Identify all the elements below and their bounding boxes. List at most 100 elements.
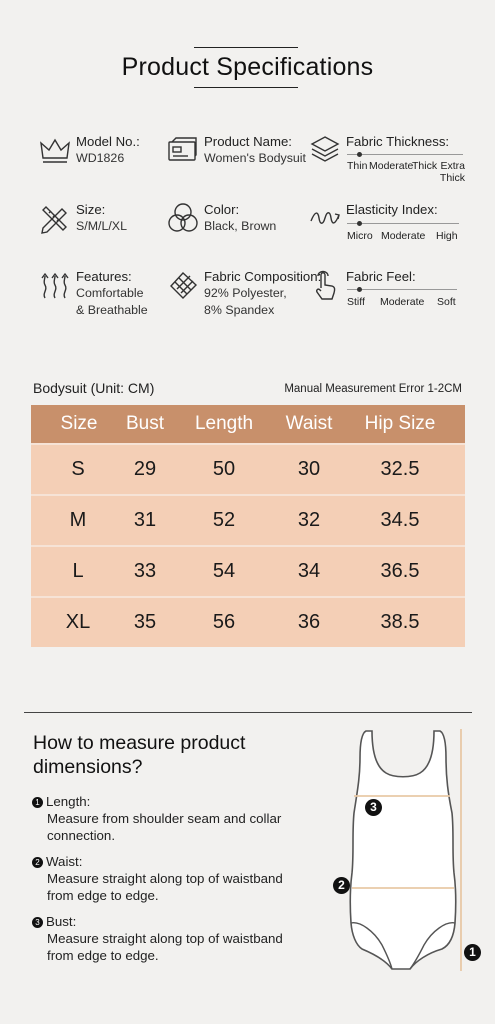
- cell-bust: 33: [133, 560, 157, 582]
- fabric-swatch-icon: [166, 268, 200, 302]
- spec-size-label: Size:: [76, 202, 106, 217]
- thickness-scale-extra-thick: Extra Thick: [439, 160, 465, 184]
- col-header-size: Size: [60, 413, 98, 434]
- step-number: 1: [32, 797, 43, 808]
- bodysuit-outline: [349, 729, 462, 971]
- step-description: Measure from shoulder seam and collar co…: [47, 811, 282, 843]
- step-label: Waist:: [46, 854, 83, 869]
- elasticity-level-dot: [357, 221, 362, 226]
- layers-icon: [308, 133, 342, 167]
- badge-waist: 2: [333, 877, 350, 894]
- spec-composition-label: Fabric Composition:: [204, 269, 322, 284]
- cell-length: 56: [212, 611, 236, 633]
- cell-bust: 29: [133, 458, 157, 480]
- badge-bust: 3: [365, 799, 382, 816]
- col-header-bust: Bust: [125, 413, 165, 434]
- thickness-scale-thick: Thick: [412, 160, 438, 172]
- spec-features-value-1: Comfortable: [76, 286, 144, 300]
- crown-icon: [38, 133, 72, 167]
- badge-length: 1: [464, 944, 481, 961]
- table-row: XL 35 56 36 38.5: [31, 596, 465, 647]
- cell-waist: 36: [297, 611, 321, 633]
- spec-features-value-2: & Breathable: [76, 303, 148, 317]
- spec-name-value: Women's Bodysuit: [204, 151, 306, 165]
- cell-size: XL: [65, 611, 91, 633]
- step-label: Bust:: [46, 914, 77, 929]
- cell-hip-size: 38.5: [380, 611, 420, 633]
- card-icon: [166, 133, 200, 167]
- size-table-header: Size Bust Length Waist Hip Size: [31, 405, 465, 443]
- spec-features-label: Features:: [76, 269, 132, 284]
- table-row: L 33 54 34 36.5: [31, 545, 465, 596]
- cell-hip-size: 34.5: [380, 509, 420, 531]
- color-circles-icon: [166, 201, 200, 235]
- spec-model: Model No.: WD1826: [38, 133, 140, 167]
- size-table-caption: Bodysuit (Unit: CM): [33, 380, 155, 396]
- title-rule-top: [194, 47, 298, 48]
- spec-color-label: Color:: [204, 202, 240, 217]
- col-header-waist: Waist: [285, 413, 333, 434]
- feel-scale-soft: Soft: [437, 296, 456, 308]
- size-table-note: Manual Measurement Error 1-2CM: [284, 383, 462, 395]
- elasticity-scale-micro: Micro: [347, 230, 373, 242]
- cell-length: 50: [212, 458, 236, 480]
- page-title: Product Specifications: [121, 53, 374, 81]
- measure-step-length: 1 Length: Measure from shoulder seam and …: [32, 793, 307, 844]
- thickness-level-dot: [357, 152, 362, 157]
- spec-features: Features: Comfortable & Breathable: [38, 268, 148, 319]
- col-header-hip-size: Hip Size: [364, 413, 436, 434]
- feel-track: [347, 289, 457, 290]
- step-label: Length:: [46, 794, 91, 809]
- cell-waist: 30: [297, 458, 321, 480]
- section-divider: [24, 712, 472, 713]
- step-number: 2: [32, 857, 43, 868]
- spec-feel-label: Fabric Feel:: [346, 269, 416, 284]
- spring-icon: [308, 201, 342, 235]
- spec-color-value: Black, Brown: [204, 219, 277, 233]
- elasticity-scale-high: High: [436, 230, 458, 242]
- step-number: 3: [32, 917, 43, 928]
- spec-name: Product Name: Women's Bodysuit: [166, 133, 306, 167]
- cell-hip-size: 36.5: [380, 560, 420, 582]
- cell-waist: 32: [297, 509, 321, 531]
- spec-elasticity-label: Elasticity Index:: [346, 202, 438, 217]
- cell-length: 52: [212, 509, 236, 531]
- cell-waist: 34: [297, 560, 321, 582]
- spec-thickness-label: Fabric Thickness:: [346, 134, 450, 149]
- step-description: Measure straight along top of waistband …: [47, 931, 283, 963]
- table-row: M 31 52 32 34.5: [31, 494, 465, 545]
- spec-composition-value-2: 8% Spandex: [204, 303, 275, 317]
- feel-level-dot: [357, 287, 362, 292]
- elasticity-track: [347, 223, 459, 224]
- spec-thickness: Fabric Thickness:: [308, 133, 449, 167]
- cell-size: L: [72, 560, 84, 582]
- cell-size: M: [69, 509, 87, 531]
- breathable-arrows-icon: [38, 268, 72, 302]
- spec-elasticity: Elasticity Index:: [308, 201, 438, 235]
- cell-hip-size: 32.5: [380, 458, 420, 480]
- spec-size-value: S/M/L/XL: [76, 219, 127, 233]
- spec-feel: Fabric Feel:: [308, 268, 416, 302]
- spec-color: Color: Black, Brown: [166, 201, 276, 235]
- cell-bust: 31: [133, 509, 157, 531]
- spec-name-label: Product Name:: [204, 134, 292, 149]
- feel-scale-stiff: Stiff: [347, 296, 365, 308]
- measure-title: How to measure product dimensions?: [33, 732, 246, 778]
- thickness-scale-moderate: Moderate: [369, 160, 414, 172]
- cell-size: S: [71, 458, 85, 480]
- spec-model-label: Model No.:: [76, 134, 140, 149]
- cell-length: 54: [212, 560, 236, 582]
- spec-model-value: WD1826: [76, 151, 125, 165]
- spec-composition: Fabric Composition: 92% Polyester, 8% Sp…: [166, 268, 321, 319]
- measure-step-waist: 2 Waist: Measure straight along top of wa…: [32, 853, 307, 904]
- thickness-track: [347, 154, 463, 155]
- elasticity-scale-moderate: Moderate: [381, 230, 426, 242]
- thickness-scale-thin: Thin: [347, 160, 368, 172]
- measure-step-bust: 3 Bust: Measure straight along top of wai…: [32, 913, 307, 964]
- feel-scale-moderate: Moderate: [380, 296, 425, 308]
- table-row: S 29 50 30 32.5: [31, 443, 465, 494]
- ruler-pencil-icon: [38, 201, 72, 235]
- spec-size: Size: S/M/L/XL: [38, 201, 127, 235]
- size-table: Size Bust Length Waist Hip Size S 29 50 …: [31, 405, 465, 647]
- bodysuit-diagram: 3 2 1: [330, 723, 490, 983]
